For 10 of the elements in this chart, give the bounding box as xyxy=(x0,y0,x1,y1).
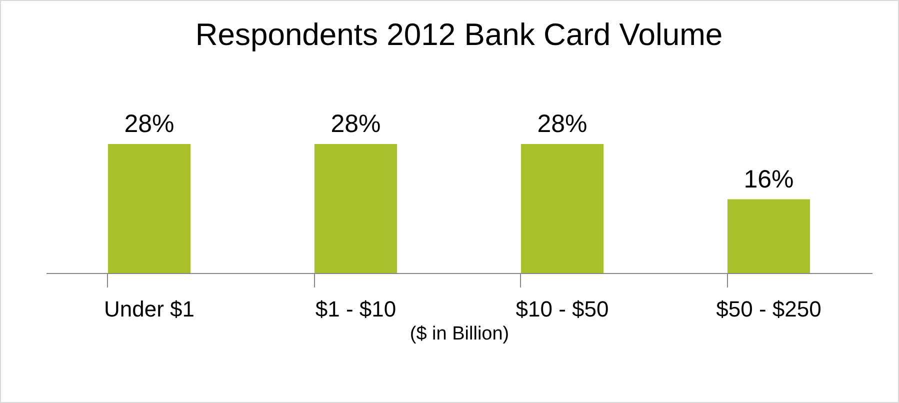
data-label: 16% xyxy=(744,165,794,194)
x-axis-title: ($ in Billion) xyxy=(410,324,510,344)
x-tick-label: Under $1 xyxy=(104,296,195,322)
data-label: 28% xyxy=(330,110,381,138)
data-label: 28% xyxy=(537,110,588,138)
x-tick-label: $50 - $250 xyxy=(716,296,822,322)
x-tick-label: $1 - $10 xyxy=(315,296,396,322)
chart-title: Respondents 2012 Bank Card Volume xyxy=(195,17,723,52)
x-tick-label: $10 - $50 xyxy=(516,296,609,322)
data-label: 28% xyxy=(124,110,174,138)
